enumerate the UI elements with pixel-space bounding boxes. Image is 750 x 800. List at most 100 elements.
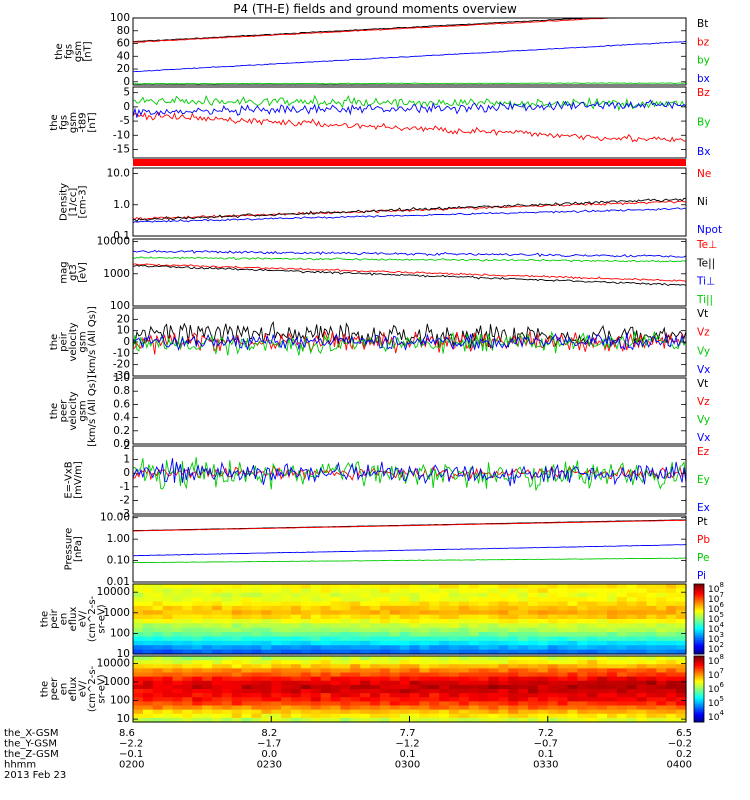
heatmap-cell [646, 640, 657, 646]
heatmap-cell [370, 697, 381, 702]
heatmap-cell [597, 627, 608, 633]
heatmap-cell [281, 619, 292, 624]
y-axis-label: [nPa] [73, 536, 84, 562]
heatmap-cell [508, 693, 519, 698]
colorbar-segment [694, 659, 704, 662]
colorbar-segment [694, 636, 704, 639]
heatmap-cell [409, 632, 420, 638]
colorbar-segment [694, 717, 704, 720]
heatmap-cell [291, 627, 302, 633]
heatmap-cell [399, 680, 411, 686]
heatmap-cell [468, 619, 480, 624]
heatmap-cell [468, 614, 480, 620]
heatmap-cell [597, 684, 608, 690]
heatmap-cell [320, 717, 332, 723]
heatmap-cell [192, 601, 203, 607]
y-axis-label: -t89 [78, 112, 89, 132]
heatmap-cell [646, 584, 657, 589]
heatmap-cell [636, 668, 648, 674]
heatmap-cell [468, 684, 480, 690]
heatmap-cell [241, 701, 253, 707]
heatmap-cell [458, 701, 470, 707]
heatmap-cell [389, 680, 401, 686]
heatmap-cell [162, 614, 174, 620]
heatmap-cell [133, 709, 144, 715]
heatmap-cell [458, 584, 470, 589]
legend-entry: Vy [697, 345, 710, 357]
heatmap-cell [350, 592, 361, 598]
y-axis-label: gsm [68, 112, 79, 133]
heatmap-cell [221, 645, 233, 651]
heatmap-cell [616, 680, 628, 686]
legend-entry: Vx [697, 364, 710, 376]
heatmap-cell [360, 605, 371, 611]
heatmap-cell [192, 656, 203, 661]
heatmap-cell [449, 610, 460, 616]
heatmap-cell [478, 656, 490, 661]
heatmap-cell [281, 584, 292, 589]
heatmap-cell [646, 713, 657, 719]
heatmap-cell [577, 597, 588, 603]
heatmap-cell [626, 645, 638, 651]
y-axis-label: fgs [59, 115, 70, 130]
heatmap-cell [607, 684, 618, 690]
heatmap-cell [547, 645, 559, 651]
heatmap-cell [676, 701, 687, 707]
heatmap-cell [616, 584, 628, 589]
heatmap-cell [221, 627, 233, 633]
heatmap-cell [607, 713, 618, 719]
heatmap-cell [537, 584, 549, 589]
heatmap-cell [557, 689, 569, 694]
heatmap-cell [439, 717, 450, 723]
colorbar-segment [694, 589, 704, 592]
heatmap-cell [567, 601, 578, 607]
heatmap-cell [597, 640, 608, 646]
heatmap-cell [281, 588, 292, 594]
heatmap-cell [429, 592, 440, 598]
heatmap-cell [508, 636, 519, 642]
y-axis-label: E=-VxB [63, 461, 74, 498]
heatmap-cell [340, 693, 351, 698]
heatmap-cell [370, 584, 381, 589]
heatmap-cell [251, 713, 262, 719]
heatmap-cell [320, 610, 332, 616]
heatmap-cell [488, 701, 499, 707]
heatmap-cell [310, 649, 322, 655]
heatmap-cell [676, 705, 687, 711]
heatmap-cell [616, 713, 628, 719]
heatmap-cell [518, 627, 529, 633]
heatmap-cell [370, 610, 381, 616]
heatmap-cell [261, 660, 272, 665]
heatmap-cell [567, 640, 578, 646]
y-tick-label: 80 [117, 25, 130, 37]
legend-entry: Bt [697, 18, 708, 30]
heatmap-cell [616, 697, 628, 702]
heatmap-cell [429, 689, 440, 694]
heatmap-cell [587, 660, 598, 665]
heatmap-cell [537, 605, 549, 611]
heatmap-cell [291, 660, 302, 665]
heatmap-cell [370, 588, 381, 594]
heatmap-cell [133, 676, 144, 682]
heatmap-cell [340, 597, 351, 603]
colorbar-segment [694, 596, 704, 599]
heatmap-cell [291, 672, 302, 678]
heatmap-cell [636, 636, 648, 642]
heatmap-cell [379, 584, 391, 589]
heatmap-cell [300, 636, 312, 642]
heatmap-cell [271, 623, 282, 629]
heatmap-cell [409, 605, 420, 611]
heatmap-cell [666, 584, 677, 589]
heatmap-cell [439, 676, 450, 682]
y-axis-label: fgs [63, 44, 74, 59]
heatmap-cell [281, 592, 292, 598]
y-axis-label: [mV/m] [73, 461, 84, 499]
heatmap-cell [557, 656, 569, 661]
x-tick-label-hhmm: 0400 [667, 760, 692, 771]
heatmap-cell [162, 697, 174, 702]
y-tick-label: 0.2 [113, 425, 130, 437]
heatmap-cell [458, 676, 470, 682]
heatmap-cell [172, 627, 183, 633]
heatmap-cell [142, 717, 154, 723]
